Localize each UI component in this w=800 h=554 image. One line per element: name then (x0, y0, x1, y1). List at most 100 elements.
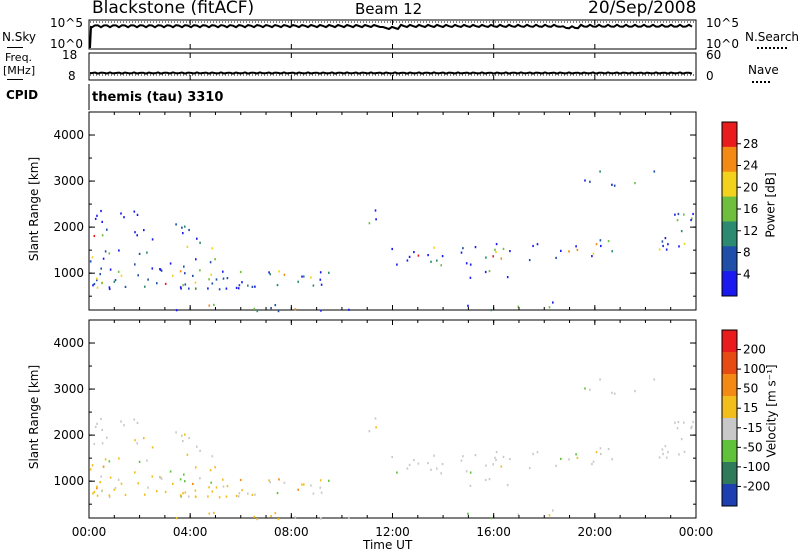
velocity-cell (218, 496, 221, 499)
velocity-cell (195, 466, 197, 469)
velocity-cell (320, 491, 323, 494)
velocity-cell (113, 488, 116, 491)
power-cell (96, 286, 99, 289)
velocity-cell (634, 390, 636, 393)
power-cell (208, 278, 210, 281)
nave-tick-top: 60 (706, 48, 722, 62)
velocity-cell (509, 458, 511, 461)
power-cell (328, 271, 330, 274)
velocity-cell (93, 490, 96, 494)
velocity-cell (494, 456, 496, 459)
power-cell (611, 250, 613, 253)
power-cell (591, 255, 593, 258)
power-cell (283, 273, 286, 276)
velocity-cell (226, 485, 229, 488)
velocity-cell (164, 490, 167, 493)
power-cell (500, 257, 503, 260)
velocity-cell (680, 438, 683, 441)
velocity-cell (92, 492, 94, 495)
power-cell (692, 212, 694, 216)
power-cell (147, 278, 149, 281)
power-cell (312, 284, 315, 287)
colorbar-tick-label: 15 (743, 401, 758, 415)
velocity-cell (548, 514, 551, 517)
velocity-cell (91, 464, 94, 467)
velocity-cell (108, 495, 111, 499)
velocity-cell (238, 492, 241, 495)
power-cell (199, 269, 201, 272)
nave-legend-line (752, 81, 770, 83)
velocity-cell (607, 448, 610, 451)
velocity-cell (136, 442, 138, 445)
velocity-cell (143, 437, 145, 440)
power-cell (108, 252, 111, 255)
power-cell (661, 240, 664, 243)
power-cell (270, 307, 272, 310)
velocity-cell (320, 517, 322, 520)
power-cell (294, 308, 297, 311)
power-ylabel: Slant Range [km] (27, 156, 42, 262)
velocity-cell (303, 483, 305, 486)
velocity-cell (661, 448, 664, 451)
velocity-cell (599, 378, 601, 381)
axis-ticks: 00:00 04:00 08:00 12:00 16:00 20:00 00:00 1000 2… (53, 20, 713, 539)
velocity-cell (678, 453, 680, 456)
power-cell (117, 270, 120, 273)
velocity-cell (256, 518, 259, 521)
colorbar-segment (722, 462, 737, 485)
power-colorbar-label: Power [dB] (763, 172, 778, 238)
velocity-cell (184, 433, 186, 436)
colorbar-tick-label: 8 (743, 246, 751, 260)
velocity-cell (552, 509, 554, 512)
velocity-cell (108, 494, 111, 497)
power-cell (674, 213, 676, 216)
power-cell (253, 307, 256, 310)
power-cell (211, 282, 214, 285)
velocity-cell (611, 391, 613, 394)
power-cell (303, 275, 305, 278)
velocity-cell (151, 475, 154, 478)
colorbar-tick-label: -100 (743, 460, 770, 474)
power-cell (195, 287, 197, 290)
power-cell (269, 273, 271, 276)
velocity-cell (214, 466, 216, 469)
power-cell (599, 170, 601, 173)
power-cell (430, 260, 432, 263)
power-cell (180, 287, 182, 290)
velocity-cell (101, 428, 103, 431)
power-cell (192, 274, 194, 277)
velocity-cell (179, 494, 182, 497)
power-cell (225, 287, 228, 290)
power-cell (576, 248, 579, 251)
power-cell (137, 274, 139, 277)
y-tick-label: 1000 (53, 474, 84, 488)
nsearch-tick-top: 10^5 (706, 16, 739, 30)
velocity-cell (592, 460, 595, 463)
velocity-cell (94, 425, 97, 428)
colorbar-tick-label: -50 (743, 440, 763, 454)
velocity-cell (433, 454, 435, 457)
power-cell (560, 249, 562, 252)
power-cell (214, 258, 216, 261)
power-cell (374, 209, 377, 212)
nsky-tick-bottom: 10^0 (50, 37, 83, 51)
velocity-cell (118, 457, 120, 460)
power-cell (100, 209, 102, 213)
colorbar-segment (722, 146, 737, 173)
power-cell (218, 288, 221, 291)
power-cell (408, 255, 411, 258)
velocity-cell (310, 484, 312, 487)
power-cell (436, 259, 438, 262)
site-title: Blackstone (fitACF) (92, 0, 255, 18)
power-cell (492, 255, 494, 258)
power-cell (406, 259, 409, 262)
velocity-cell (658, 456, 661, 459)
velocity-cell (441, 463, 444, 466)
power-cell (665, 248, 668, 251)
velocity-cell (474, 454, 477, 457)
velocity-cell (465, 470, 468, 473)
power-cell (101, 234, 104, 237)
velocity-cell (536, 451, 539, 454)
velocity-cell (677, 420, 680, 424)
colorbar-segment (722, 196, 737, 222)
